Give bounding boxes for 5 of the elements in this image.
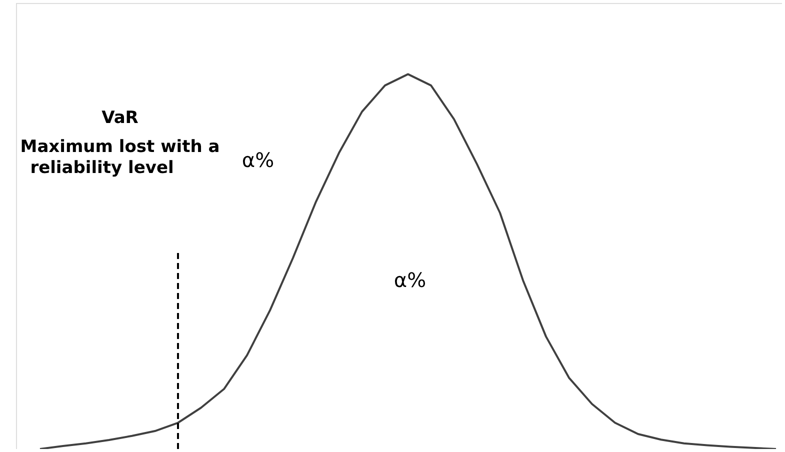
annotation: α% <box>242 148 274 172</box>
annotation: VaR <box>102 108 138 128</box>
annotation: α% <box>394 268 426 292</box>
annotation: Maximum lost with a <box>20 137 220 157</box>
annotation: reliability level <box>30 158 174 178</box>
